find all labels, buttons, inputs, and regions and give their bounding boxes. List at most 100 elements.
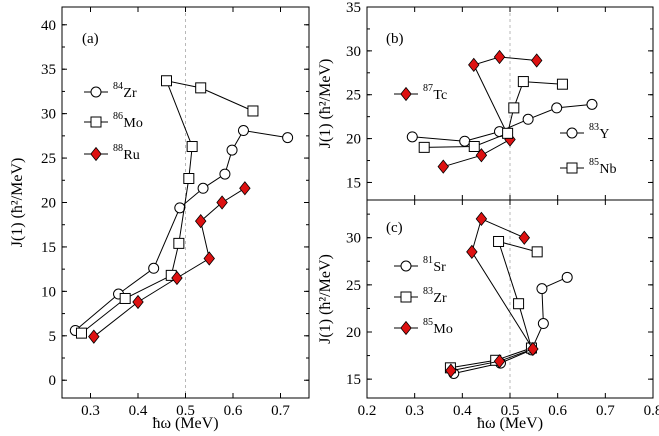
y-tick-label: 25 — [346, 278, 361, 294]
85Nb-point-2 — [502, 127, 514, 139]
83Y-point-5 — [586, 98, 598, 110]
85Nb-point-3 — [508, 102, 520, 114]
84Zr-point-6 — [226, 144, 238, 156]
legend-element: Zr — [433, 291, 447, 306]
86Mo-point-8 — [247, 105, 259, 117]
86Mo-point-4 — [183, 173, 195, 185]
legend-element: Y — [599, 127, 609, 142]
84Zr-point-4 — [197, 182, 209, 194]
x-tick-label: 0.6 — [224, 403, 243, 419]
y-tick-label: 5 — [49, 329, 57, 345]
legend-mass: 87 — [423, 83, 433, 94]
87Tc-point-0 — [437, 159, 449, 174]
84Zr-point-legend — [90, 86, 102, 98]
x-tick-label: 0.4 — [129, 403, 148, 419]
x-tick-label: 0.5 — [176, 403, 195, 419]
legend-element: Mo — [433, 322, 452, 337]
legend-mass: 86 — [113, 111, 123, 122]
series-line-84Zr — [74, 129, 288, 331]
axis-titles: ħω (MeV) ħω (MeV) J(1) (ħ²/MeV) J(1) (ħ²/Me… — [9, 59, 543, 432]
85Mo-point-0 — [445, 363, 457, 378]
81Sr-point-3 — [537, 318, 549, 330]
88Ru-point-3 — [203, 251, 215, 266]
legend-entry-85Mo: 85 Mo — [394, 317, 453, 337]
83Zr-point-legend — [400, 291, 412, 303]
legend-mass: 81 — [423, 255, 433, 266]
87Tc-point-5 — [530, 53, 543, 68]
84Zr-point-8 — [282, 132, 294, 144]
84Zr-point-3 — [174, 202, 186, 214]
y-tick-label: 20 — [41, 196, 56, 212]
legend-entry-85Nb: 85 Nb — [560, 157, 617, 177]
86Mo-point-6 — [161, 75, 172, 87]
88Ru-point-6 — [239, 181, 251, 196]
series-85Nb — [418, 76, 568, 153]
87Tc-point-1 — [475, 148, 488, 163]
x-tick-label: 0.3 — [81, 403, 100, 419]
87Tc-point-3 — [468, 57, 480, 73]
85Mo-point-4 — [475, 211, 488, 226]
y-axis-title-text: J(1) (ħ²/MeV) — [317, 59, 334, 149]
83Zr-point-3 — [513, 298, 525, 310]
83Y-point-3 — [522, 113, 534, 125]
y-tick-label: 35 — [346, 0, 361, 16]
legend-element: Sr — [433, 260, 446, 275]
85Nb-point-1 — [468, 140, 480, 152]
series-84Zr — [69, 125, 294, 336]
legend-entry-86Mo: 86 Mo — [84, 111, 143, 131]
legend-element: Tc — [433, 88, 447, 103]
y-axis-title-text: J(1) (ħ²/MeV) — [9, 158, 26, 248]
x-axis-title-c: ħω (MeV) — [477, 415, 543, 432]
x-tick-label: 0.2 — [358, 403, 377, 419]
panel-label: (c) — [386, 220, 403, 236]
series-line-83Y — [412, 103, 593, 142]
series-88Ru — [88, 181, 251, 344]
83Y-point-legend — [566, 127, 578, 139]
y-tick-label: 20 — [346, 132, 361, 148]
panel-b: 15 20 25 30 35 (b) 87 Tc 83 Y 85 Nb — [346, 0, 654, 201]
86Mo-point-0 — [75, 327, 87, 339]
88Ru-point-2 — [171, 270, 183, 286]
y-tick-label: 30 — [41, 107, 56, 123]
y-tick-label: 30 — [346, 231, 361, 247]
88Ru-point-5 — [216, 195, 228, 210]
y-tick-label: 35 — [41, 62, 56, 78]
81Sr-point-legend — [400, 260, 412, 272]
legend-entry-83Y: 83 Y — [560, 122, 610, 142]
legend-mass: 88 — [113, 143, 123, 154]
panel-label: (b) — [386, 31, 404, 47]
y-tick-label: 0 — [49, 373, 57, 389]
series-87Tc — [437, 49, 543, 174]
y-tick-label: 15 — [346, 372, 361, 388]
series-line-83Zr — [450, 240, 538, 369]
legend-element: Zr — [123, 86, 137, 101]
87Tc-point-4 — [493, 49, 506, 65]
legend-mass: 85 — [589, 157, 599, 168]
legend-entry-84Zr: 84 Zr — [84, 81, 137, 101]
86Mo-point-7 — [195, 82, 207, 94]
x-axis-title-a: ħω (MeV) — [152, 415, 218, 432]
86Mo-point-legend — [90, 116, 102, 128]
legend-entry-83Zr: 83 Zr — [394, 286, 447, 306]
x-tick-label: 0.3 — [405, 403, 424, 419]
x-tick-label: 0.4 — [453, 403, 472, 419]
81Sr-point-4 — [536, 283, 548, 295]
85Mo-point-1 — [493, 354, 506, 369]
88Ru-point-4 — [194, 214, 207, 229]
85Nb-point-legend — [566, 162, 578, 174]
legend-entry-81Sr: 81 Sr — [394, 255, 446, 275]
series-83Y — [406, 98, 598, 147]
series-line-86Mo — [81, 80, 254, 334]
legend-entry-88Ru: 88 Ru — [84, 143, 140, 163]
y-axis-title-text: J(1) (ħ²/MeV) — [317, 254, 334, 344]
84Zr-point-5 — [219, 168, 231, 180]
legend-mass: 85 — [423, 317, 433, 328]
legend-entry-87Tc: 87 Tc — [394, 83, 447, 103]
84Zr-point-7 — [237, 125, 249, 137]
83Y-point-4 — [551, 102, 563, 114]
86Mo-point-3 — [173, 237, 185, 249]
84Zr-point-2 — [148, 262, 160, 274]
83Y-point-1 — [459, 135, 471, 147]
